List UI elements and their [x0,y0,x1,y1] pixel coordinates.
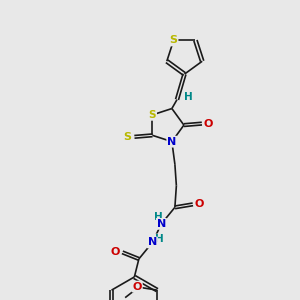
Text: O: O [195,199,204,209]
Text: N: N [167,136,176,147]
Text: H: H [154,212,163,222]
Text: N: N [157,219,166,229]
Text: H: H [154,234,164,244]
Text: S: S [149,110,156,120]
Text: H: H [184,92,193,102]
Text: S: S [169,35,178,46]
Text: O: O [133,281,142,292]
Text: O: O [204,118,213,129]
Text: O: O [110,247,120,257]
Text: N: N [148,237,157,248]
Text: S: S [123,132,131,142]
